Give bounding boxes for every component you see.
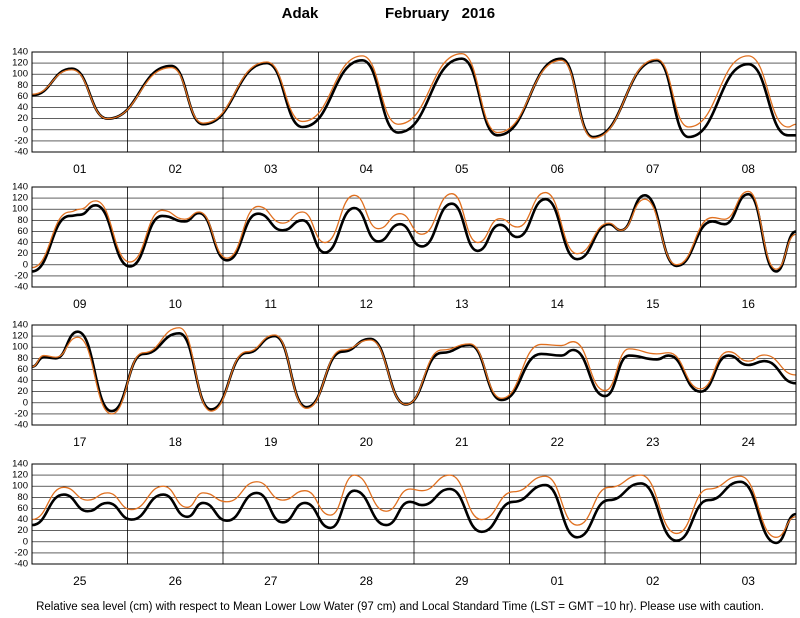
x-tick-label: 07 — [646, 162, 660, 176]
tide-line — [32, 192, 796, 273]
plot-frame — [31, 186, 797, 288]
y-tick-label: 120 — [12, 470, 28, 481]
x-tick-label: 17 — [73, 435, 87, 449]
y-tick-label: 120 — [12, 58, 28, 69]
y-tick-label: 80 — [17, 353, 28, 364]
y-tick-label: 60 — [17, 91, 28, 102]
y-tick-label: -40 — [14, 147, 28, 158]
tide-line — [32, 474, 796, 538]
x-tick-label: 02 — [646, 574, 660, 588]
x-tick-label: 29 — [455, 574, 469, 588]
tide-line — [32, 57, 796, 139]
y-tick-label: 140 — [12, 182, 28, 193]
y-tick-label: 80 — [17, 80, 28, 91]
y-tick-label: 0 — [23, 397, 28, 408]
plot-frame — [31, 51, 797, 153]
x-tick-label: 04 — [360, 162, 374, 176]
x-tick-label: 06 — [551, 162, 565, 176]
x-tick-label: 19 — [264, 435, 278, 449]
x-tick-label: 05 — [455, 162, 469, 176]
x-tick-label: 18 — [169, 435, 183, 449]
y-tick-label: 80 — [17, 215, 28, 226]
x-tick-label: 01 — [551, 574, 565, 588]
y-tick-label: 40 — [17, 514, 28, 525]
y-tick-label: -20 — [14, 547, 28, 558]
x-tick-label: 10 — [169, 297, 183, 311]
y-tick-label: 80 — [17, 492, 28, 503]
x-tick-label: 20 — [360, 435, 374, 449]
x-tick-label: 27 — [264, 574, 278, 588]
y-tick-label: 60 — [17, 364, 28, 375]
x-tick-label: 21 — [455, 435, 469, 449]
tide-line — [32, 327, 796, 415]
x-tick-label: 15 — [646, 297, 660, 311]
x-tick-label: 11 — [265, 297, 278, 311]
tide-line — [32, 480, 796, 545]
x-tick-label: 16 — [742, 297, 756, 311]
footnote: Relative sea level (cm) with respect to … — [36, 601, 764, 613]
tide-line — [32, 190, 796, 270]
y-tick-label: 100 — [12, 481, 28, 492]
x-tick-label: 26 — [169, 574, 183, 588]
y-tick-label: 60 — [17, 503, 28, 514]
x-tick-label: 24 — [742, 435, 756, 449]
x-tick-label: 14 — [551, 297, 565, 311]
x-tick-label: 25 — [73, 574, 87, 588]
y-tick-label: 40 — [17, 102, 28, 113]
y-tick-label: 20 — [17, 248, 28, 259]
y-tick-label: -20 — [14, 135, 28, 146]
y-tick-label: 20 — [17, 113, 28, 124]
x-tick-label: 28 — [360, 574, 374, 588]
x-tick-label: 03 — [264, 162, 278, 176]
x-tick-label: 08 — [742, 162, 756, 176]
y-tick-label: 100 — [12, 204, 28, 215]
chart-subtitle: February 2016 — [385, 5, 495, 22]
y-tick-label: 0 — [23, 259, 28, 270]
y-tick-label: 100 — [12, 69, 28, 80]
y-tick-label: 100 — [12, 342, 28, 353]
x-tick-label: 09 — [73, 297, 87, 311]
tide-line — [32, 53, 796, 139]
x-tick-label: 02 — [169, 162, 183, 176]
x-tick-label: 13 — [455, 297, 469, 311]
x-tick-label: 22 — [551, 435, 565, 449]
y-tick-label: 60 — [17, 226, 28, 237]
y-tick-label: 20 — [17, 386, 28, 397]
y-tick-label: 140 — [12, 320, 28, 331]
y-tick-label: -40 — [14, 559, 28, 570]
y-tick-label: -20 — [14, 270, 28, 281]
plot-frame — [31, 324, 797, 426]
y-tick-label: 0 — [23, 124, 28, 135]
y-tick-label: 120 — [12, 193, 28, 204]
y-tick-label: 0 — [23, 536, 28, 547]
x-tick-label: 12 — [360, 297, 374, 311]
plot-frame — [31, 463, 797, 565]
y-tick-label: -40 — [14, 420, 28, 431]
y-tick-label: 140 — [12, 459, 28, 470]
x-tick-label: 01 — [73, 162, 87, 176]
chart-title: Adak — [282, 5, 319, 22]
x-tick-label: 23 — [646, 435, 660, 449]
y-tick-label: 140 — [12, 47, 28, 58]
x-tick-label: 03 — [742, 574, 756, 588]
y-tick-label: 120 — [12, 331, 28, 342]
y-tick-label: 40 — [17, 237, 28, 248]
y-tick-label: 40 — [17, 375, 28, 386]
y-tick-label: 20 — [17, 525, 28, 536]
y-tick-label: -40 — [14, 282, 28, 293]
y-tick-label: -20 — [14, 408, 28, 419]
